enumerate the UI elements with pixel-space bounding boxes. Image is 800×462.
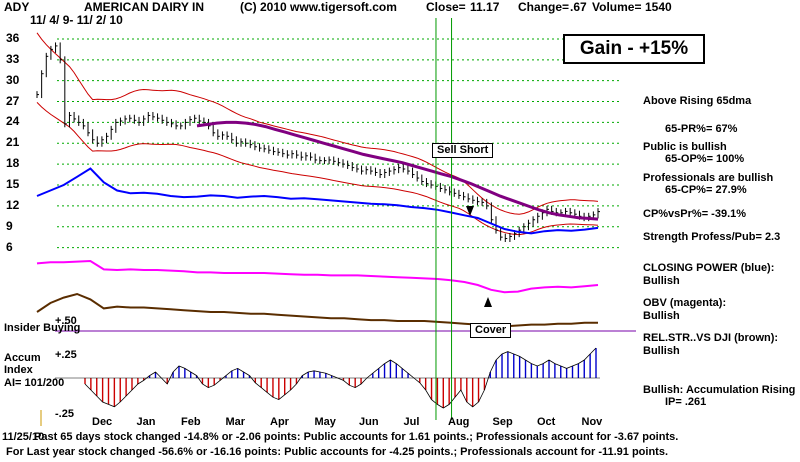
footer-line1: Past 65 days stock changed -14.8% or -2.… [34, 431, 679, 443]
x-tick-label: Feb [181, 416, 201, 428]
cp-vs-pr: CP%vsPr%= -39.1% [643, 208, 747, 220]
x-tick-label: Apr [270, 416, 289, 428]
obv-line [36, 259, 599, 294]
insider-buying-label: Insider Buying [4, 322, 81, 334]
accum-index-label-2: Index [4, 364, 33, 376]
symbol: ADY [4, 0, 30, 14]
cover-label: Cover [470, 323, 512, 338]
date-range: 11/ 4/ 9- 11/ 2/ 10 [30, 13, 123, 27]
upper-band [36, 32, 599, 215]
x-tick-label: Jan [136, 416, 156, 428]
y-tick-label: 15 [6, 176, 20, 191]
x-tick-label: Jun [359, 416, 379, 428]
footer-line2: For Last year stock changed -56.6% or -1… [6, 446, 669, 458]
ip-value: IP= .261 [665, 396, 707, 408]
x-tick-label: May [314, 416, 336, 428]
ai-value: AI= 101/200 [4, 377, 65, 389]
prof-bullish: Professionals are bullish [643, 172, 774, 184]
relstr-value: Bullish [643, 345, 680, 357]
close-value: 11.17 [470, 0, 500, 14]
ma65-line [196, 120, 599, 221]
accum-minus25: -.25 [55, 408, 74, 420]
cp-pct: 65-CP%= 27.9% [665, 184, 747, 196]
sell-short-label: Sell Short [432, 143, 494, 158]
closing-power-value: Bullish [643, 275, 680, 287]
x-tick-label: Mar [225, 416, 246, 428]
y-tick-label: 9 [6, 218, 13, 233]
x-tick-label: Aug [448, 416, 470, 428]
closing-power-label: CLOSING POWER (blue): [643, 262, 775, 274]
change-value: .67 [570, 0, 587, 14]
sell-arrow [466, 206, 474, 216]
volume-value: 1540 [645, 0, 672, 14]
obv-label: OBV (magenta): [643, 297, 727, 309]
above-ma: Above Rising 65dma [643, 95, 752, 107]
y-tick-label: 24 [6, 114, 20, 129]
accum-index-label-1: Accum [4, 352, 41, 364]
company-name: AMERICAN DAIRY IN [84, 0, 205, 14]
x-tick-label: Jul [403, 416, 420, 428]
x-tick-label: Dec [92, 416, 113, 428]
accum-plus50: +.50 [55, 315, 77, 327]
closing-power-line [36, 167, 599, 235]
y-tick-label: 12 [6, 197, 20, 212]
obv-value: Bullish [643, 310, 680, 322]
copyright: (C) 2010 www.tigersoft.com [240, 0, 397, 14]
x-tick-label: Oct [537, 416, 556, 428]
y-tick-label: 33 [6, 51, 20, 66]
accum-rising: Bullish: Accumulation Rising [643, 384, 796, 396]
x-tick-label: Sep [492, 416, 513, 428]
y-tick-label: 27 [6, 93, 20, 108]
x-tick-label: Nov [581, 416, 603, 428]
y-tick-label: 6 [6, 239, 13, 254]
footer-date-overlay: 11/25/10 [2, 431, 45, 443]
lower-band [36, 102, 599, 236]
strength: Strength Profess/Pub= 2.3 [643, 231, 781, 243]
y-tick-label: 30 [6, 72, 20, 87]
gain-box: Gain - +15% [563, 34, 705, 64]
relstr-label: REL.STR..VS DJI (brown): [643, 332, 779, 344]
op-pct: 65-OP%= 100% [665, 153, 745, 165]
accum-plus25: +.25 [55, 349, 77, 361]
close-label: Close= [426, 0, 466, 14]
cover-arrow [484, 297, 492, 307]
y-tick-label: 21 [6, 135, 20, 150]
public-bullish: Public is bullish [643, 141, 727, 153]
volume-label: Volume= [592, 0, 642, 14]
relstr-line [36, 292, 598, 328]
y-tick-label: 18 [6, 156, 20, 171]
y-tick-label: 36 [6, 30, 20, 45]
change-label: Change= [518, 0, 570, 14]
pr-pct: 65-PR%= 67% [665, 123, 738, 135]
